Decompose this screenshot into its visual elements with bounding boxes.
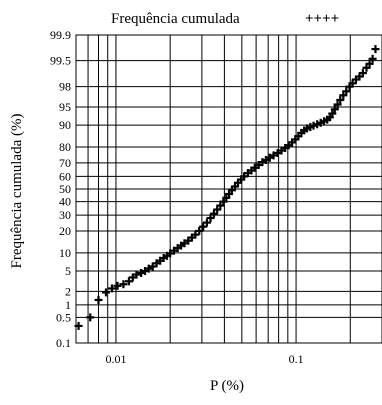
data-point — [119, 280, 128, 289]
data-point — [195, 226, 204, 235]
x-axis-label: P (%) — [210, 378, 244, 394]
y-tick-label: 1 — [65, 298, 71, 312]
y-tick-label: 0.1 — [56, 336, 71, 350]
y-tick-label: 20 — [59, 224, 71, 238]
x-tick-label: 0.01 — [105, 352, 126, 366]
data-point — [328, 109, 337, 118]
x-tick-label: 0.1 — [289, 352, 304, 366]
y-tick-label: 90 — [59, 118, 71, 132]
data-point — [365, 59, 374, 68]
y-tick-label: 5 — [65, 264, 71, 278]
data-point — [206, 214, 215, 223]
x-tick-labels: 0.01 0.1 — [105, 352, 303, 366]
y-tick-label: 98 — [59, 80, 71, 94]
data-point — [101, 288, 110, 297]
y-tick-label: 0.5 — [56, 310, 71, 324]
y-tick-label: 99.5 — [50, 54, 71, 68]
data-point — [144, 264, 153, 273]
data-point — [213, 205, 222, 214]
data-point — [86, 313, 95, 322]
data-point — [209, 209, 218, 218]
y-tick-label: 30 — [59, 208, 71, 222]
data-point — [199, 222, 208, 231]
data-point — [107, 284, 116, 293]
y-tick-label: 60 — [59, 169, 71, 183]
data-point — [202, 218, 211, 227]
grid — [76, 34, 382, 344]
y-tick-label: 99.9 — [50, 28, 71, 42]
data-point — [132, 270, 141, 279]
plot-frame — [75, 34, 382, 344]
legend-marker: ++++ — [305, 11, 339, 27]
data-point — [358, 69, 367, 78]
y-axis-label: Frequência cumulada (%) — [9, 114, 25, 269]
y-tick-label: 10 — [59, 246, 71, 260]
y-tick-label: 40 — [59, 195, 71, 209]
legend-label: Frequência cumulada — [111, 11, 240, 27]
y-tick-label: 70 — [59, 156, 71, 170]
data-point — [336, 95, 345, 104]
data-point — [333, 100, 342, 109]
y-tick-label: 95 — [59, 100, 71, 114]
data-point — [368, 54, 377, 63]
data-point — [74, 321, 83, 330]
y-tick-label: 80 — [59, 140, 71, 154]
data-point — [342, 87, 351, 96]
y-tick-label: 2 — [65, 284, 71, 298]
data-point — [94, 295, 103, 304]
data-point — [330, 105, 339, 114]
data-points — [74, 45, 380, 330]
data-point — [269, 151, 278, 160]
data-point — [124, 277, 133, 286]
data-point — [113, 281, 122, 290]
data-point — [371, 45, 380, 54]
y-tick-label: 50 — [59, 182, 71, 196]
